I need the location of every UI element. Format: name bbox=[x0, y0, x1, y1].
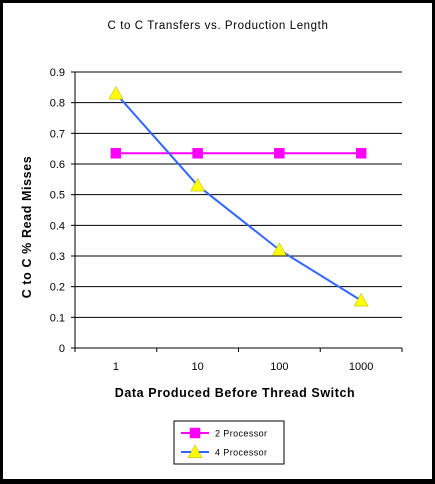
x-tick-label: 10 bbox=[192, 361, 204, 373]
legend: 2 Processor 4 Processor bbox=[173, 420, 285, 465]
legend-label: 2 Processor bbox=[215, 429, 267, 439]
y-tick-label: 0.4 bbox=[50, 220, 65, 232]
square-marker bbox=[192, 148, 203, 159]
chart-svg: C to C Transfers vs. Production Length 0… bbox=[20, 20, 403, 465]
x-axis-label: Data Produced Before Thread Switch bbox=[115, 386, 356, 400]
triangle-marker bbox=[190, 177, 206, 192]
y-tick-label: 0.9 bbox=[50, 67, 65, 79]
square-marker bbox=[110, 148, 122, 159]
chart-area: C to C Transfers vs. Production Length 0… bbox=[3, 3, 432, 479]
y-tick-label: 0.2 bbox=[50, 282, 65, 294]
x-tick-label: 100 bbox=[270, 361, 288, 373]
series-line-2 bbox=[115, 92, 362, 302]
square-marker bbox=[274, 148, 285, 159]
triangle-marker bbox=[187, 444, 203, 458]
y-axis-label: C to C % Read Misses bbox=[20, 156, 34, 299]
triangle-marker bbox=[353, 292, 369, 307]
y-tick-label: 0.1 bbox=[50, 312, 65, 324]
triangle-marker bbox=[271, 242, 287, 256]
chart-title: C to C Transfers vs. Production Length bbox=[108, 20, 329, 32]
square-marker bbox=[189, 427, 201, 439]
x-tick-label: 1000 bbox=[349, 361, 373, 373]
y-tick-label: 0.8 bbox=[50, 98, 65, 110]
square-marker bbox=[355, 148, 367, 159]
y-tick-label: 0 bbox=[59, 343, 65, 355]
triangle-marker bbox=[108, 85, 124, 100]
y-tick-label: 0.3 bbox=[50, 251, 65, 263]
y-tick-label: 0.6 bbox=[50, 159, 65, 171]
y-tick-label: 0.5 bbox=[50, 190, 65, 202]
x-tick-label: 1 bbox=[113, 361, 119, 373]
legend-label: 4 Processor bbox=[215, 448, 267, 458]
y-tick-label: 0.7 bbox=[50, 128, 65, 140]
